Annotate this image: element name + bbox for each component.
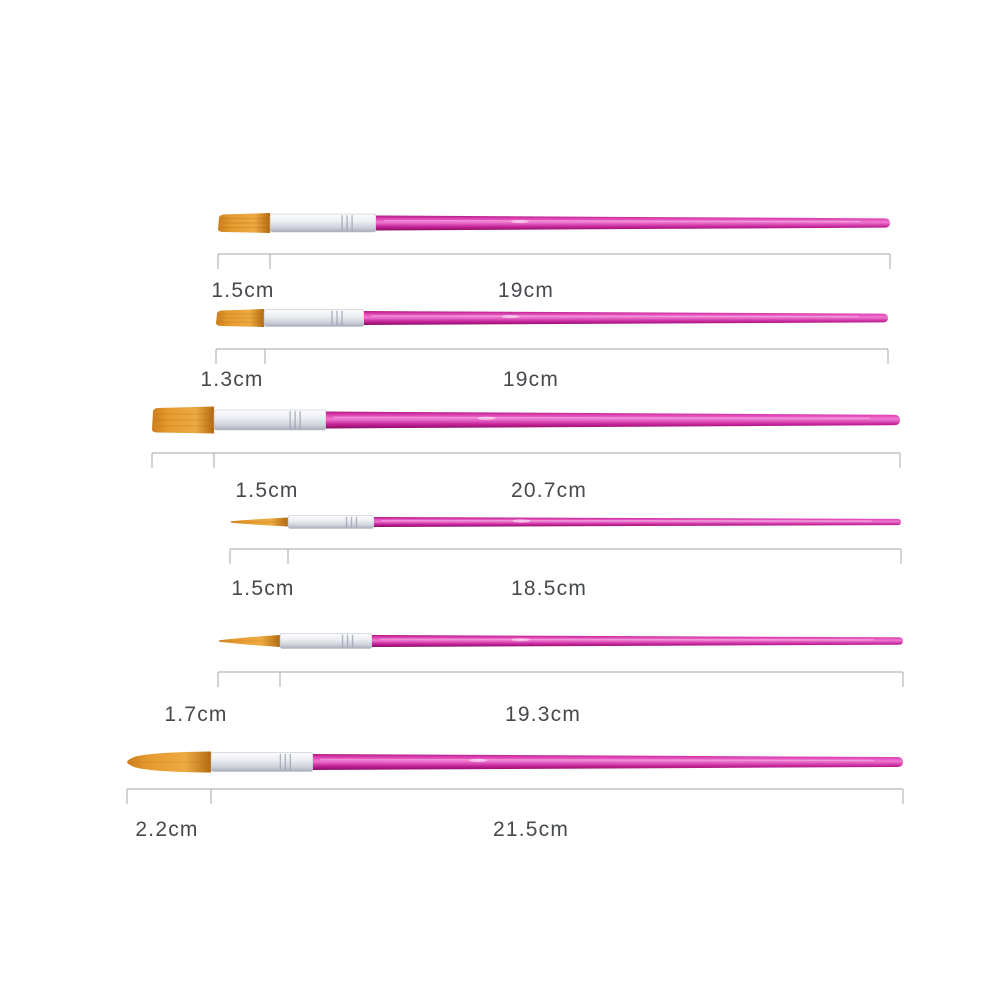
paint-brush-6 — [127, 751, 903, 773]
bristle-length-label-3: 1.5cm — [235, 479, 299, 502]
paint-brush-4 — [230, 515, 901, 529]
total-length-label-3: 20.7cm — [510, 479, 588, 502]
paint-brush-5 — [218, 633, 903, 649]
total-length-label-1: 19cm — [497, 279, 555, 302]
measurement-ruler-2 — [215, 348, 889, 364]
bristle-length-label-4: 1.5cm — [231, 577, 295, 600]
total-length-label-2: 19cm — [502, 368, 560, 391]
bristle-length-label-1: 1.5cm — [211, 279, 275, 302]
total-length-label-4: 18.5cm — [510, 577, 588, 600]
measurement-ruler-4 — [229, 548, 902, 564]
paint-brush-3 — [152, 406, 900, 434]
measurement-ruler-5 — [217, 671, 904, 687]
measurement-ruler-1 — [217, 253, 891, 269]
total-length-label-6: 21.5cm — [492, 818, 570, 841]
bristle-length-label-5: 1.7cm — [164, 703, 228, 726]
bristle-length-label-2: 1.3cm — [200, 368, 264, 391]
paint-brush-1 — [218, 213, 890, 233]
bristle-length-label-6: 2.2cm — [135, 818, 199, 841]
measurement-ruler-3 — [151, 452, 901, 468]
measurement-ruler-6 — [126, 788, 904, 804]
paint-brush-2 — [216, 309, 888, 327]
total-length-label-5: 19.3cm — [504, 703, 582, 726]
